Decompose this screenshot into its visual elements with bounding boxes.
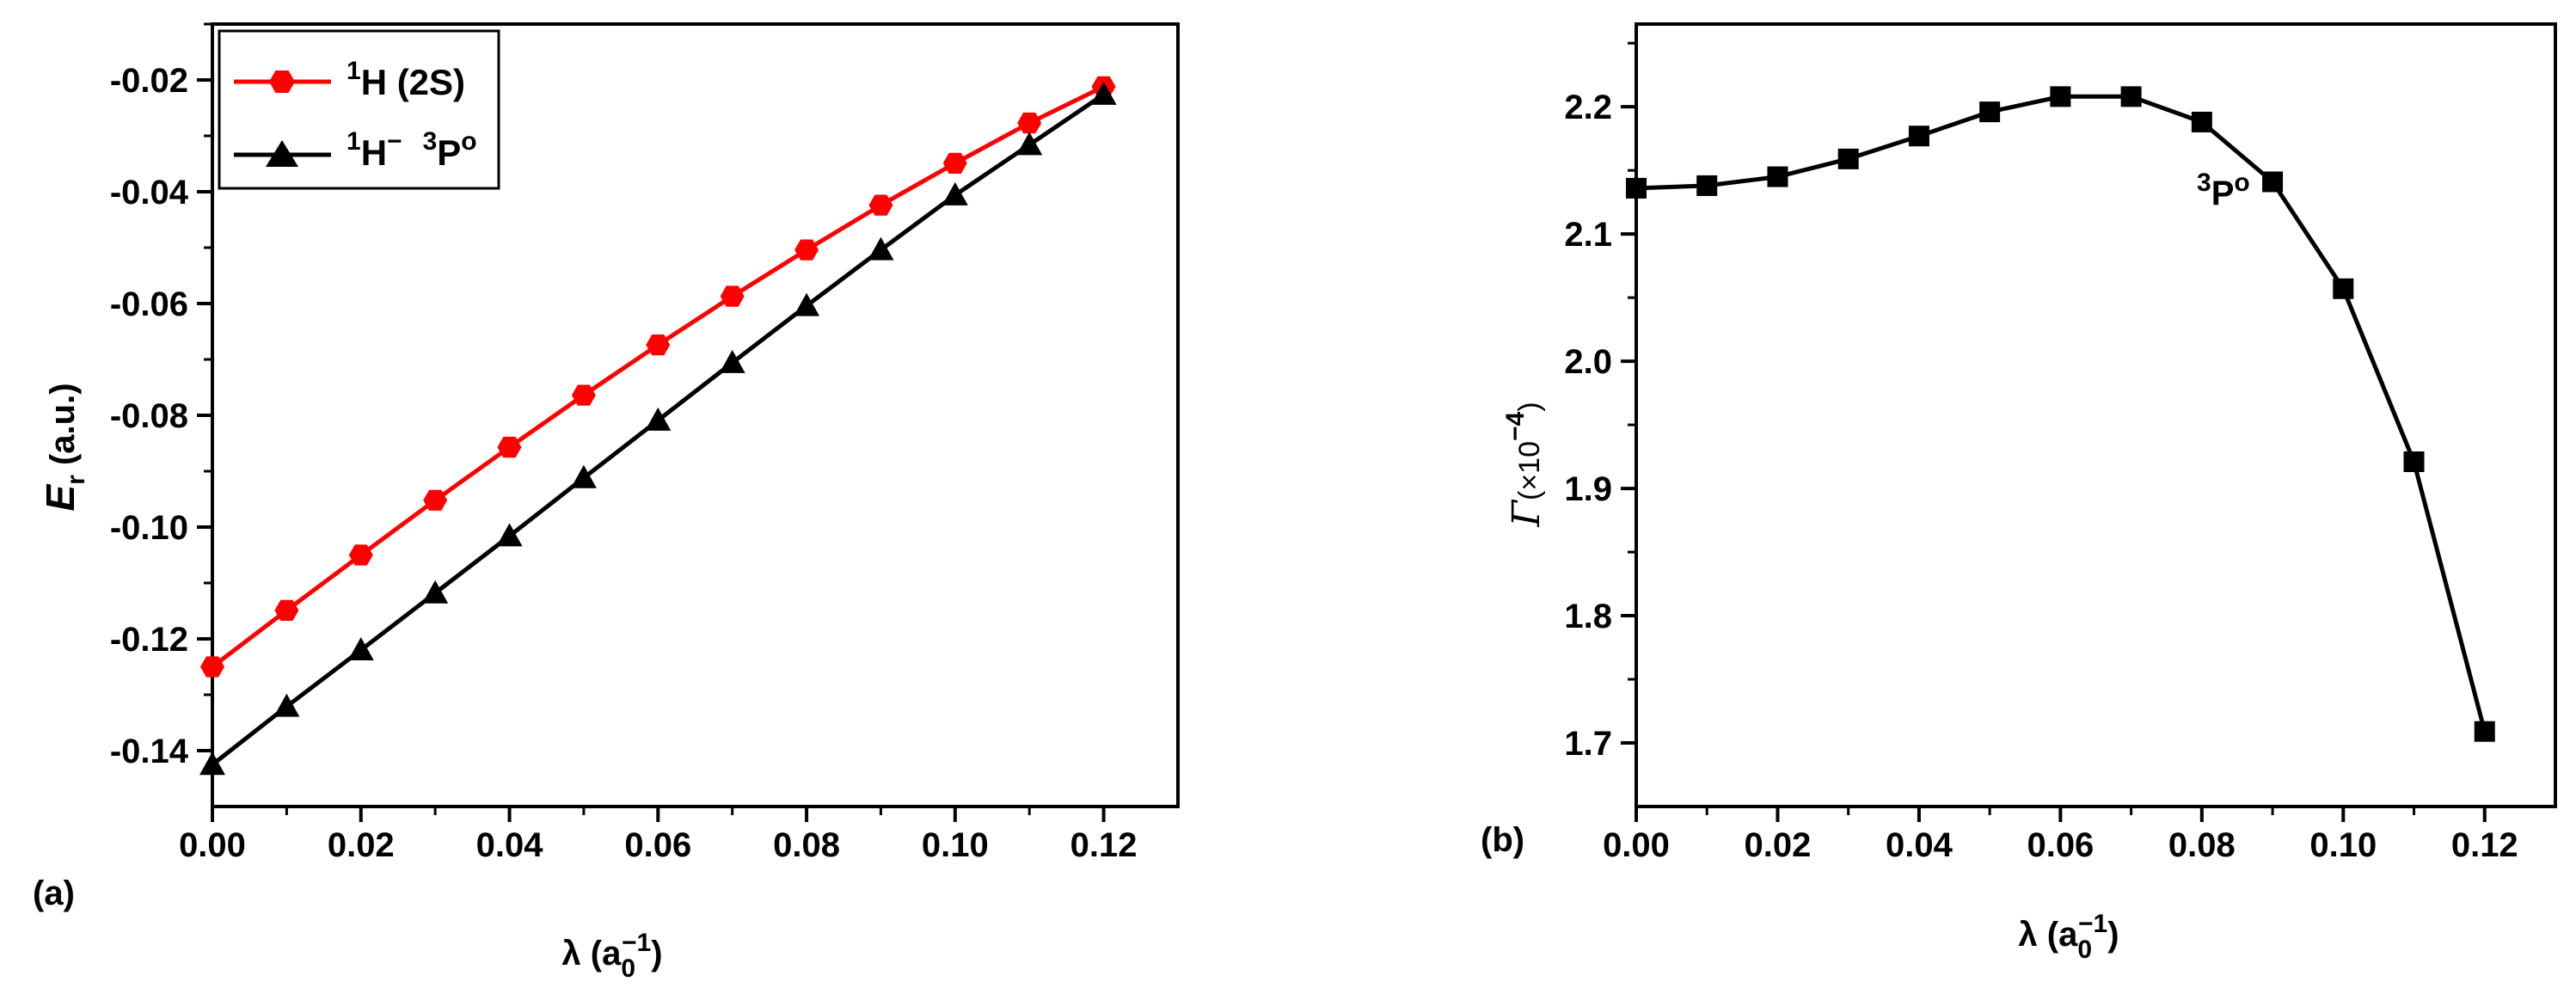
data-point-square [2262, 171, 2284, 193]
x-tick-label: 0.00 [179, 826, 246, 864]
x-tick-label: 0.04 [1886, 826, 1953, 864]
panel-b: 0.00 0.02 0.04 0.06 0.08 0.10 0.12 1.7 1.8 1.9 2.0… [1481, 22, 2557, 964]
panel-b-frame [1635, 22, 2557, 808]
x-tick-label: 0.00 [1603, 826, 1670, 864]
x-tick-label: 0.12 [1070, 826, 1138, 864]
legend-marker-hydrogen-2s [269, 71, 295, 93]
data-point-hexagon [200, 656, 224, 678]
legend-label-hydrogen-ion-3po: 1H− 3Po [347, 127, 477, 173]
data-point-hexagon [794, 239, 819, 261]
y-tick-label: 2.0 [1564, 343, 1612, 381]
data-point-hexagon [571, 384, 596, 406]
data-point-square [2403, 451, 2425, 473]
legend-marker-hydrogen-ion-3po [266, 140, 298, 167]
y-tick-label: -0.12 [110, 621, 188, 659]
series-line-b-0 [1635, 94, 2487, 733]
data-point-triangle [645, 407, 672, 431]
panel-b-x-axis-label: λ (a0−1) [2018, 910, 2119, 964]
data-point-square [2191, 111, 2212, 132]
panel-b-y-axis-label: Γ(×10−4) [1501, 402, 1549, 527]
data-point-triangle [794, 292, 820, 316]
panel-b-annotation-3po: 3Po [2197, 169, 2250, 212]
y-tick-label: 2.2 [1564, 89, 1612, 126]
data-point-hexagon [1017, 112, 1042, 134]
data-point-hexagon [646, 334, 671, 356]
panel-b-series [1626, 86, 2495, 742]
y-tick-label: 1.8 [1564, 598, 1612, 635]
y-tick-label: 1.7 [1564, 725, 1612, 763]
legend-box [218, 29, 500, 190]
y-tick-label: -0.10 [110, 509, 188, 547]
x-tick-label: 0.06 [624, 826, 691, 864]
panel-a-ticks [197, 22, 1106, 822]
data-point-triangle [496, 523, 523, 547]
y-tick-label: 2.1 [1564, 216, 1612, 254]
panel-a-legend: 1H (2S) 1H− 3Po [218, 29, 500, 190]
legend-label-hydrogen-2s: 1H (2S) [347, 57, 465, 102]
data-point-triangle [941, 181, 968, 206]
x-tick-label: 0.10 [2309, 826, 2377, 864]
panel-a-y-axis-label: Er (a.u.) [38, 383, 90, 511]
panel-a-tick-labels: 0.00 0.02 0.04 0.06 0.08 0.10 0.12 -0.02 -0.04 -0… [110, 62, 1138, 864]
data-point-hexagon [868, 194, 893, 216]
data-point-hexagon [274, 599, 299, 621]
data-point-square [2120, 86, 2142, 107]
panel-b-label: (b) [1481, 821, 1524, 859]
data-point-triangle [199, 752, 225, 776]
data-point-hexagon [720, 285, 745, 307]
data-point-hexagon [423, 489, 448, 511]
x-tick-label: 0.06 [2027, 826, 2094, 864]
panel-a-series [199, 76, 1117, 776]
data-point-triangle [719, 349, 745, 373]
y-tick-label: -0.14 [110, 733, 189, 770]
data-point-hexagon [942, 152, 967, 174]
panel-a-label: (a) [33, 874, 75, 912]
y-tick-label: -0.02 [110, 62, 188, 100]
data-point-square [1626, 177, 1647, 199]
data-point-square [1837, 148, 1859, 169]
data-point-triangle [422, 580, 449, 604]
x-tick-label: 0.04 [476, 826, 544, 864]
y-tick-label: -0.08 [110, 397, 188, 435]
data-point-triangle [273, 693, 300, 717]
data-point-triangle [868, 236, 894, 261]
y-tick-label: -0.06 [110, 285, 188, 323]
x-tick-label: 0.02 [1745, 826, 1812, 864]
data-point-hexagon [348, 544, 373, 566]
y-tick-label: 1.9 [1564, 470, 1612, 508]
panel-b-tick-labels: 0.00 0.02 0.04 0.06 0.08 0.10 0.12 1.7 1.8 1.9 2.0… [1564, 89, 2518, 864]
data-point-square [2474, 721, 2495, 742]
x-tick-label: 0.10 [922, 826, 989, 864]
panel-a-x-axis-label: λ (a0−1) [561, 929, 662, 983]
x-tick-label: 0.12 [2451, 826, 2518, 864]
data-point-square [2050, 86, 2071, 107]
x-tick-label: 0.08 [773, 826, 840, 864]
x-tick-label: 0.08 [2168, 826, 2236, 864]
data-point-square [2333, 278, 2354, 299]
data-point-triangle [1090, 81, 1117, 105]
data-point-square [1767, 166, 1788, 187]
data-point-square [1696, 175, 1718, 196]
data-point-square [1908, 126, 1929, 147]
panel-a: 0.00 0.02 0.04 0.06 0.08 0.10 0.12 -0.02 -0.04 -0… [33, 22, 1180, 983]
x-tick-label: 0.02 [328, 826, 395, 864]
data-point-triangle [570, 464, 597, 488]
y-tick-label: -0.04 [110, 174, 189, 212]
data-point-hexagon [497, 436, 522, 458]
data-point-square [1979, 101, 2001, 123]
data-point-triangle [1016, 132, 1043, 156]
data-point-triangle [347, 637, 374, 660]
panel-b-ticks [1621, 41, 2487, 822]
